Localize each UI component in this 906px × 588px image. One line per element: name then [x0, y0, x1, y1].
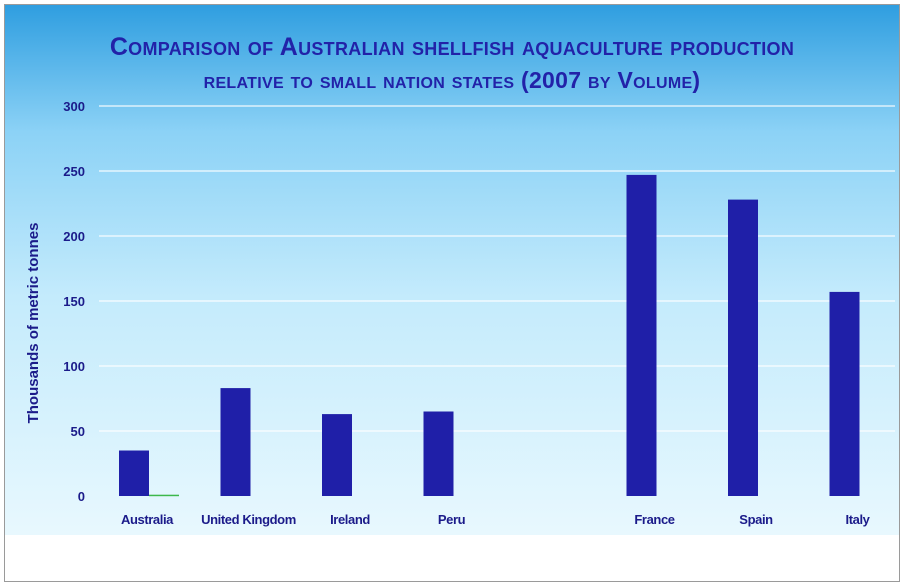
bar-france [626, 174, 657, 496]
y-tick-label: 250 [63, 164, 85, 179]
y-axis-title: Thousands of metric tonnes [25, 223, 42, 424]
y-tick-label: 300 [63, 99, 85, 114]
x-axis-labels: Australia United Kingdom Ireland Peru France… [121, 512, 871, 527]
bar-ireland [322, 414, 352, 496]
bar-united-kingdom [220, 388, 251, 496]
bar-italy [829, 291, 860, 496]
bar-spain [728, 199, 758, 496]
x-category-label: France [634, 512, 674, 527]
y-axis-ticks: 0 50 100 150 200 250 300 [63, 99, 85, 504]
chart-title-line-2: relative to small nation states (2007 by… [203, 67, 701, 93]
x-category-label: Ireland [330, 512, 370, 527]
x-category-label: Italy [845, 512, 870, 527]
bar-australia [119, 450, 149, 496]
bars [119, 174, 860, 497]
bar-chart: 0 50 100 150 200 250 300 Australia United Kingd… [25, 99, 895, 527]
x-category-label: Spain [739, 512, 773, 527]
y-tick-label: 150 [63, 294, 85, 309]
chart-frame: Comparison of Australian shellfish aquac… [4, 4, 900, 582]
y-tick-label: 200 [63, 229, 85, 244]
y-tick-label: 100 [63, 359, 85, 374]
gridlines [99, 105, 895, 432]
x-category-label: Peru [438, 512, 466, 527]
x-category-label: Australia [121, 512, 174, 527]
y-tick-label: 0 [78, 489, 85, 504]
y-tick-label: 50 [71, 424, 85, 439]
chart-title-line-1: Comparison of Australian shellfish aquac… [109, 33, 795, 61]
x-category-label: United Kingdom [201, 512, 296, 527]
bar-peru [423, 411, 454, 496]
bar-secondary-australia [149, 494, 179, 497]
